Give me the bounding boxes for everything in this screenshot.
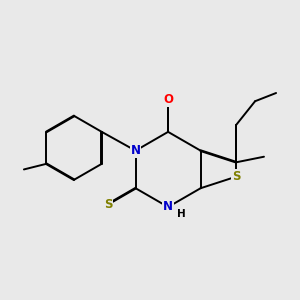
Text: O: O	[163, 94, 173, 106]
Text: S: S	[232, 170, 241, 183]
Text: S: S	[104, 198, 112, 211]
Text: N: N	[130, 144, 141, 157]
Text: N: N	[163, 200, 173, 214]
Text: H: H	[178, 209, 186, 219]
